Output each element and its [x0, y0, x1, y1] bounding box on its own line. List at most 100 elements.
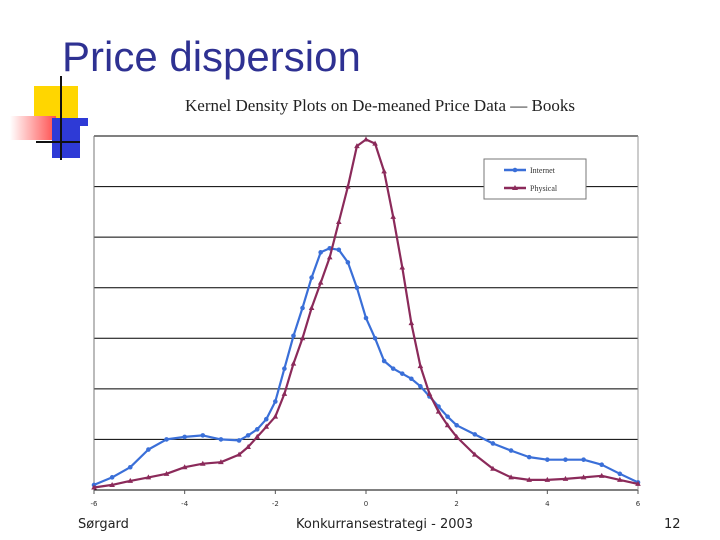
data-point-internet: [300, 305, 305, 311]
data-point-physical: [245, 444, 251, 450]
data-point-internet: [445, 414, 450, 419]
data-point-internet: [617, 471, 623, 477]
data-point-internet: [164, 437, 169, 442]
data-point-internet: [109, 475, 115, 480]
x-tick-label: -6: [91, 500, 99, 508]
data-point-physical: [91, 484, 97, 490]
data-point-internet: [399, 371, 405, 376]
data-point-physical: [200, 460, 206, 466]
data-point-internet: [418, 384, 423, 389]
data-point-physical: [281, 390, 288, 396]
data-point-internet: [472, 432, 478, 437]
data-point-physical: [580, 474, 587, 480]
plot-border-layer: [93, 136, 639, 490]
data-point-physical: [444, 422, 451, 428]
data-point-internet: [345, 260, 351, 265]
data-point-internet: [236, 438, 242, 443]
data-point-physical: [145, 474, 152, 480]
data-point-physical: [272, 413, 279, 419]
data-point-internet: [454, 422, 459, 428]
legend-marker: [512, 167, 518, 173]
data-point-internet: [390, 366, 396, 371]
data-point-internet: [309, 275, 314, 280]
data-point-physical: [453, 433, 460, 439]
data-point-physical: [472, 451, 478, 457]
data-point-physical: [218, 459, 224, 465]
data-point-physical: [508, 474, 514, 480]
data-point-physical: [127, 477, 134, 483]
data-point-physical: [562, 475, 569, 481]
data-point-physical: [236, 451, 242, 457]
data-point-internet: [526, 454, 532, 460]
data-point-internet: [218, 437, 224, 442]
legend-label: Internet: [530, 166, 556, 175]
series-layer: [91, 136, 641, 490]
x-tick-label: 0: [364, 500, 368, 508]
data-point-physical: [635, 480, 641, 486]
deco-red-bar: [10, 116, 56, 140]
data-point-physical: [435, 408, 442, 414]
data-point-physical: [408, 320, 415, 326]
data-point-internet: [336, 247, 342, 253]
data-point-internet: [508, 448, 514, 453]
data-point-physical: [372, 140, 378, 146]
data-point-physical: [317, 279, 324, 285]
chart-title: Kernel Density Plots on De-meaned Price …: [185, 96, 575, 115]
data-point-internet: [146, 447, 151, 452]
data-point-internet: [490, 441, 496, 446]
data-point-internet: [381, 358, 387, 364]
x-tick-label: -4: [181, 500, 189, 508]
deco-horizontal-line: [36, 141, 90, 143]
data-point-physical: [617, 476, 623, 482]
data-point-physical: [181, 464, 188, 470]
data-point-internet: [318, 250, 323, 255]
legend-marker: [512, 185, 518, 190]
data-point-internet: [363, 315, 369, 321]
data-point-internet: [273, 399, 278, 404]
footer-author: Sørgard: [78, 517, 129, 532]
deco-vertical-line: [60, 76, 62, 160]
data-point-physical: [163, 470, 170, 476]
data-point-internet: [409, 376, 414, 382]
data-point-internet: [354, 285, 360, 291]
data-point-physical: [336, 218, 342, 224]
data-point-physical: [390, 213, 396, 219]
footer-course: Konkurransestrategi - 2003: [296, 517, 474, 532]
page-number: 12: [664, 517, 681, 532]
data-point-physical: [109, 481, 115, 487]
data-point-internet: [127, 464, 133, 470]
data-point-physical: [426, 390, 433, 396]
data-point-internet: [581, 457, 586, 462]
data-point-physical: [326, 254, 333, 260]
data-point-physical: [345, 183, 351, 189]
data-point-physical: [363, 136, 369, 142]
data-point-internet: [545, 457, 550, 462]
data-point-physical: [308, 304, 315, 310]
legend-label: Physical: [530, 184, 558, 193]
legend-box: [483, 158, 587, 200]
x-tick-label: -2: [272, 500, 279, 508]
data-point-physical: [399, 264, 406, 270]
data-point-internet: [254, 427, 260, 432]
data-point-physical: [598, 472, 605, 478]
data-point-physical: [354, 143, 360, 149]
data-point-physical: [254, 433, 260, 439]
data-point-internet: [200, 433, 206, 438]
data-point-internet: [563, 457, 568, 462]
data-point-physical: [263, 423, 270, 429]
data-point-physical: [544, 476, 551, 482]
x-tick-label: 6: [636, 500, 641, 508]
tick-layer: -6 -4 -2 0 2 4 6: [91, 490, 641, 508]
x-tick-label: 4: [545, 500, 550, 508]
data-point-internet: [282, 366, 287, 371]
data-point-physical: [417, 363, 424, 369]
data-point-internet: [291, 333, 296, 339]
x-tick-label: 2: [454, 500, 458, 508]
data-point-internet: [599, 462, 605, 468]
data-point-internet: [245, 433, 251, 438]
legend: Internet Physical: [483, 158, 587, 200]
data-point-internet: [372, 335, 378, 341]
slide-title: Price dispersion: [62, 33, 361, 80]
data-point-physical: [381, 168, 387, 174]
